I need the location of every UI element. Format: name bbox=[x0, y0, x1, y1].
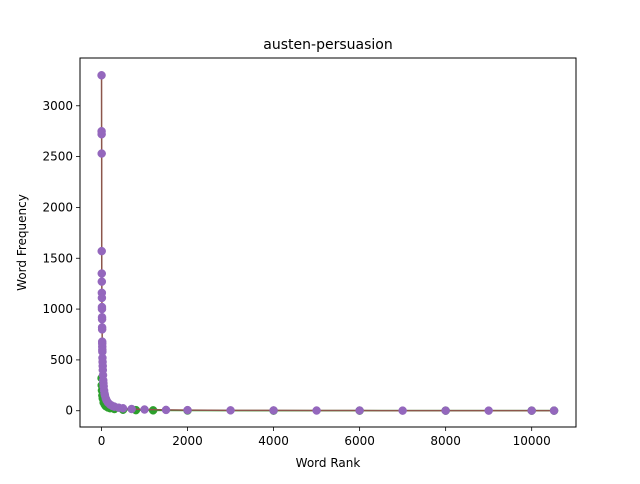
series-2-line bbox=[100, 75, 555, 412]
data-point bbox=[127, 404, 136, 414]
y-tick-label: 500 bbox=[50, 353, 73, 367]
data-point bbox=[441, 406, 450, 415]
data-point bbox=[183, 405, 192, 415]
data-point bbox=[269, 406, 278, 415]
x-tick-label: 0 bbox=[98, 434, 106, 448]
y-tick-label: 0 bbox=[65, 404, 73, 418]
data-point bbox=[140, 405, 149, 414]
x-axis-label: Word Rank bbox=[296, 456, 361, 470]
data-point bbox=[97, 304, 107, 314]
data-point bbox=[97, 269, 107, 278]
y-tick-label: 2000 bbox=[42, 200, 73, 214]
y-axis-label: Word Frequency bbox=[15, 194, 29, 291]
data-point bbox=[97, 71, 106, 80]
data-point bbox=[161, 405, 171, 415]
plot-area bbox=[97, 71, 559, 415]
y-tick-label: 1500 bbox=[42, 251, 73, 265]
data-point bbox=[97, 129, 106, 139]
data-point bbox=[549, 406, 559, 415]
x-tick-label: 8000 bbox=[430, 434, 461, 448]
y-tick-label: 3000 bbox=[42, 99, 73, 113]
y-tick-label: 1000 bbox=[42, 302, 73, 316]
data-point bbox=[97, 293, 107, 303]
data-point bbox=[527, 406, 536, 415]
series-1-line bbox=[100, 378, 555, 412]
data-point bbox=[484, 406, 493, 415]
x-tick-label: 4000 bbox=[258, 434, 289, 448]
y-tick-label: 2500 bbox=[42, 150, 73, 164]
data-point bbox=[97, 277, 107, 286]
x-tick-label: 2000 bbox=[172, 434, 203, 448]
data-point bbox=[118, 404, 128, 413]
series-2 bbox=[97, 71, 559, 415]
data-point bbox=[97, 315, 107, 324]
data-point bbox=[97, 325, 107, 334]
data-point bbox=[97, 246, 106, 256]
x-axis: 0 2000 4000 6000 8000 10000 bbox=[98, 427, 551, 448]
data-point bbox=[226, 406, 235, 415]
plot-frame bbox=[79, 57, 577, 428]
y-axis: 0 500 1000 1500 2000 2500 3000 bbox=[42, 99, 80, 418]
data-point bbox=[97, 149, 106, 158]
data-point bbox=[312, 406, 321, 415]
data-point bbox=[398, 406, 407, 415]
x-tick-label: 10000 bbox=[513, 434, 551, 448]
chart-title: austen-persuasion bbox=[263, 37, 392, 53]
x-tick-label: 6000 bbox=[344, 434, 375, 448]
data-point bbox=[355, 406, 364, 415]
